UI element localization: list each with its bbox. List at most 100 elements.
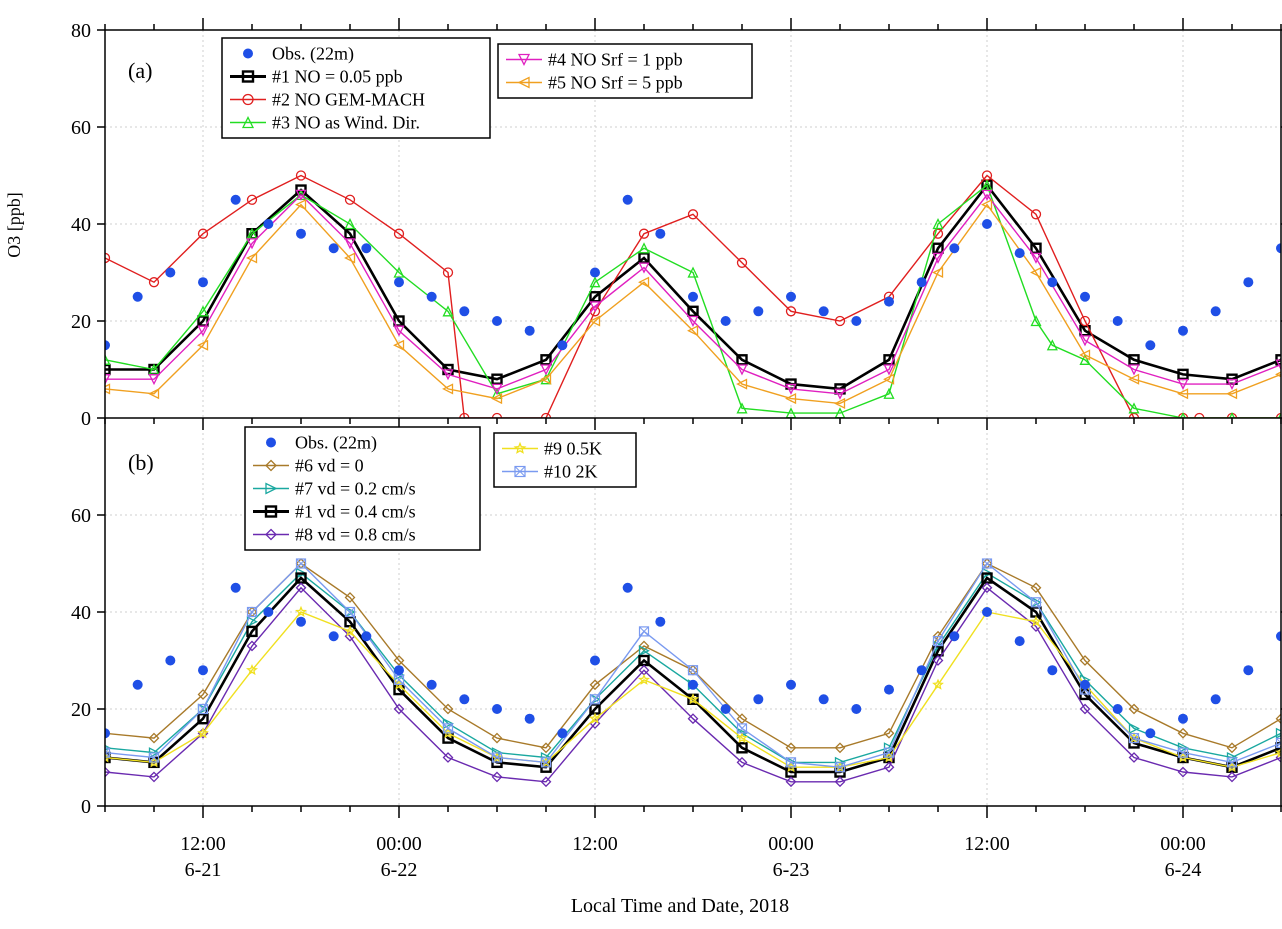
series-point bbox=[1226, 757, 1238, 768]
series-point bbox=[1275, 359, 1281, 371]
series-point bbox=[393, 266, 405, 278]
series-point bbox=[981, 189, 993, 201]
obs-point bbox=[916, 277, 927, 288]
y-axis-label: O3 [ppb] bbox=[4, 192, 24, 258]
series-point bbox=[540, 742, 552, 754]
series-point bbox=[105, 374, 111, 386]
x-tick-time-label: 00:00 bbox=[768, 833, 814, 855]
series-point bbox=[197, 228, 209, 239]
series-point bbox=[687, 315, 699, 327]
obs-point bbox=[557, 728, 568, 739]
series-point bbox=[1079, 655, 1091, 666]
series-point bbox=[105, 252, 111, 264]
series-point bbox=[148, 732, 160, 744]
box-x-marker-cross bbox=[786, 757, 796, 768]
legend-label: #8 vd = 0.8 cm/s bbox=[295, 525, 416, 545]
series-point bbox=[932, 228, 944, 239]
obs-point bbox=[394, 665, 404, 676]
series-point bbox=[246, 252, 258, 264]
series-point bbox=[491, 752, 503, 763]
obs-point bbox=[230, 582, 241, 593]
legend-label: #9 0.5K bbox=[544, 439, 602, 459]
box-x-marker-frame bbox=[148, 752, 160, 763]
obs-point bbox=[851, 316, 862, 326]
series-point bbox=[540, 756, 552, 768]
series-point bbox=[736, 723, 748, 734]
series-point bbox=[197, 703, 209, 715]
series-point bbox=[834, 397, 846, 410]
box-x-marker-frame bbox=[540, 757, 552, 768]
series-point bbox=[442, 383, 454, 395]
series-point bbox=[442, 369, 454, 381]
series-point bbox=[1030, 315, 1042, 327]
obs-point bbox=[818, 694, 829, 705]
series-point bbox=[932, 218, 944, 230]
series-point bbox=[246, 194, 258, 205]
obs-point bbox=[1047, 665, 1058, 676]
series-point bbox=[393, 325, 405, 337]
series-point bbox=[246, 606, 258, 618]
series-point bbox=[246, 625, 258, 638]
y-tick-label: 60 bbox=[71, 117, 91, 139]
box-x-marker-cross bbox=[1031, 597, 1041, 608]
series-point bbox=[246, 664, 258, 676]
legend-marker bbox=[265, 482, 278, 495]
obs-point bbox=[916, 665, 927, 676]
series-point bbox=[1275, 713, 1281, 725]
series-point bbox=[491, 412, 503, 418]
series-point bbox=[295, 199, 307, 211]
series-point bbox=[785, 393, 797, 405]
series-point bbox=[1275, 737, 1281, 749]
legend-label: #3 NO as Wind. Dir. bbox=[272, 113, 420, 133]
obs-point bbox=[949, 243, 960, 254]
obs-point bbox=[818, 306, 829, 317]
series-point bbox=[491, 373, 503, 385]
series-point bbox=[197, 305, 209, 317]
series-point bbox=[393, 655, 405, 666]
series-point bbox=[295, 582, 307, 594]
obs-point bbox=[720, 704, 731, 714]
series-point bbox=[540, 373, 552, 385]
series-point bbox=[442, 305, 454, 317]
series-point bbox=[785, 757, 797, 768]
obs-point bbox=[1014, 248, 1025, 259]
obs-point bbox=[328, 243, 339, 254]
series-point bbox=[393, 339, 405, 351]
series-point bbox=[442, 723, 454, 734]
series-point bbox=[981, 582, 993, 594]
panel-b-label: (b) bbox=[128, 450, 154, 475]
legend-frame bbox=[221, 37, 491, 139]
legend-label: Obs. (22m) bbox=[272, 44, 354, 65]
box-x-marker-cross bbox=[514, 466, 526, 477]
legend-marker bbox=[265, 459, 277, 472]
box-x-marker-frame bbox=[883, 747, 895, 758]
obs-point bbox=[1178, 713, 1188, 724]
series-point bbox=[834, 742, 846, 754]
series-point bbox=[491, 383, 503, 395]
series-point bbox=[197, 325, 209, 337]
series--3-no-as-wind-dir- bbox=[105, 179, 1281, 418]
series-point bbox=[1128, 364, 1140, 376]
series-point bbox=[638, 228, 650, 239]
box-x-marker-cross bbox=[198, 704, 208, 714]
legend-frame bbox=[493, 432, 637, 488]
obs-point bbox=[786, 291, 796, 302]
series-point bbox=[1226, 378, 1238, 391]
series--10-2k bbox=[105, 558, 1281, 773]
box-x-marker-frame bbox=[491, 752, 503, 763]
series-point bbox=[1128, 402, 1140, 414]
series-point bbox=[197, 689, 209, 700]
series-point bbox=[344, 218, 356, 230]
box-x-marker-frame bbox=[246, 606, 258, 618]
series-point bbox=[393, 703, 405, 715]
obs-point bbox=[165, 267, 176, 278]
series-point bbox=[736, 378, 748, 390]
obs-point bbox=[1145, 728, 1156, 739]
box-x-marker-frame bbox=[1030, 597, 1042, 608]
series-point bbox=[883, 373, 895, 385]
obs-point bbox=[394, 277, 404, 288]
legend-label: #10 2K bbox=[544, 462, 598, 482]
series-point bbox=[687, 305, 699, 317]
box-x-marker-frame bbox=[344, 606, 356, 618]
box-x-marker-cross bbox=[1129, 733, 1139, 743]
